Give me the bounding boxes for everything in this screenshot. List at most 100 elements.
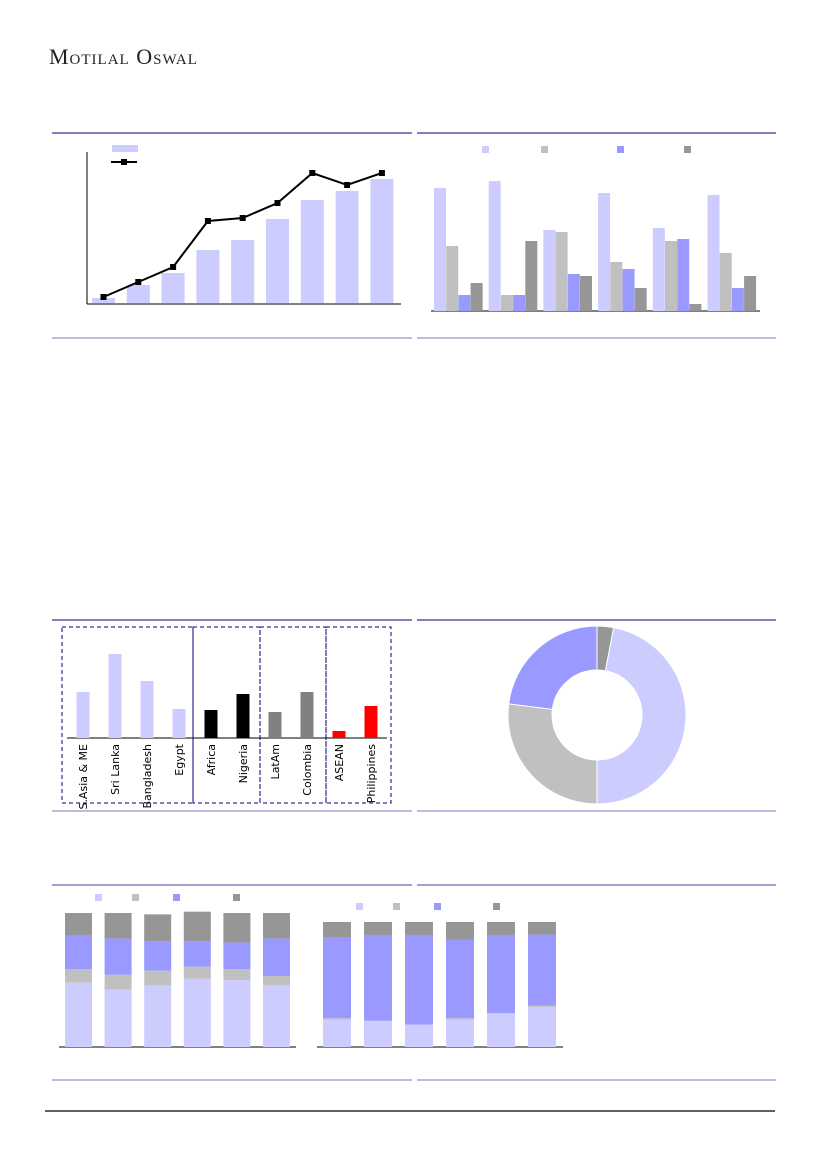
stacked-segment bbox=[487, 935, 515, 1014]
bar bbox=[140, 681, 154, 738]
stacked-segment bbox=[104, 913, 132, 939]
stacked-segment bbox=[144, 985, 172, 1047]
category-label: Bangladesh bbox=[141, 744, 154, 809]
stacked-segment bbox=[263, 975, 290, 986]
bar bbox=[231, 240, 255, 303]
stacked-segment bbox=[487, 1013, 515, 1047]
stacked-segment bbox=[223, 942, 251, 970]
bar bbox=[652, 228, 665, 311]
bar bbox=[268, 712, 282, 738]
stacked-segment bbox=[446, 1019, 474, 1047]
stacked-segment bbox=[144, 941, 172, 971]
bar bbox=[543, 230, 556, 311]
stacked-segment bbox=[104, 989, 132, 1047]
bar bbox=[446, 246, 459, 311]
category-label: Egypt bbox=[173, 743, 186, 775]
legend-swatch bbox=[493, 903, 500, 910]
bar bbox=[677, 239, 690, 311]
bar bbox=[108, 654, 122, 738]
stacked-segment bbox=[183, 911, 211, 942]
bar bbox=[172, 709, 186, 738]
donut-slice bbox=[507, 703, 598, 805]
stacked-segment bbox=[223, 980, 251, 1047]
stacked-segment bbox=[323, 1019, 351, 1047]
bar bbox=[744, 276, 757, 311]
stacked-segment bbox=[65, 935, 92, 970]
bar bbox=[126, 285, 150, 303]
stacked-segment bbox=[65, 982, 92, 1047]
legend-swatch bbox=[434, 903, 441, 910]
legend-swatch bbox=[233, 894, 240, 901]
bar bbox=[458, 295, 471, 311]
bar bbox=[622, 269, 635, 311]
line-marker bbox=[204, 218, 211, 224]
category-label: Colombia bbox=[301, 744, 314, 796]
stacked-segment bbox=[263, 913, 290, 939]
bar bbox=[161, 273, 185, 303]
stacked-segment bbox=[223, 913, 251, 943]
category-label: Sri Lanka bbox=[109, 744, 122, 795]
category-label: S.Asia & ME bbox=[77, 744, 90, 810]
line-marker bbox=[100, 294, 107, 300]
line-marker bbox=[135, 279, 142, 285]
stacked-segment bbox=[528, 922, 556, 935]
bar bbox=[719, 253, 732, 311]
bar bbox=[266, 219, 289, 303]
stacked-segment bbox=[528, 1005, 556, 1007]
stacked-segment bbox=[65, 913, 92, 936]
bar bbox=[204, 710, 218, 738]
bar bbox=[300, 692, 314, 738]
bar bbox=[598, 193, 611, 311]
bar bbox=[488, 181, 501, 311]
bar bbox=[610, 262, 623, 311]
bar bbox=[567, 274, 580, 311]
legend-swatch bbox=[482, 146, 489, 153]
legend-swatch bbox=[393, 903, 400, 910]
bar bbox=[335, 191, 359, 303]
stacked-segment bbox=[144, 970, 172, 986]
legend-swatch bbox=[132, 894, 139, 901]
stacked-segment bbox=[183, 978, 211, 1047]
stacked-segment bbox=[446, 939, 474, 1019]
stacked-segment bbox=[263, 985, 290, 1047]
category-label: Nigeria bbox=[237, 744, 250, 783]
company-logo: Motilal Oswal bbox=[49, 44, 198, 69]
legend-swatch bbox=[541, 146, 548, 153]
stacked-segment bbox=[183, 941, 211, 967]
legend-swatch bbox=[356, 903, 363, 910]
bar bbox=[731, 288, 744, 311]
stacked-segment bbox=[364, 1020, 392, 1047]
bar bbox=[370, 179, 394, 303]
stacked-segment bbox=[104, 938, 132, 975]
stacked-segment bbox=[446, 1018, 474, 1020]
bar bbox=[689, 304, 702, 311]
legend-swatch bbox=[684, 146, 691, 153]
line-marker bbox=[239, 215, 246, 221]
bar bbox=[300, 200, 324, 303]
donut-slice bbox=[596, 626, 687, 805]
stacked-segment bbox=[528, 934, 556, 1006]
stacked-segment bbox=[323, 1018, 351, 1020]
category-label: LatAm bbox=[269, 744, 282, 779]
legend-swatch bbox=[173, 894, 180, 901]
stacked-segment bbox=[405, 922, 433, 936]
stacked-segment bbox=[65, 969, 92, 983]
bar bbox=[76, 692, 90, 738]
stacked-segment bbox=[323, 922, 351, 937]
bar bbox=[634, 288, 647, 311]
bar bbox=[513, 295, 526, 311]
bar bbox=[196, 250, 220, 303]
stacked-segment bbox=[263, 938, 290, 976]
bar bbox=[500, 295, 513, 311]
bar bbox=[434, 188, 446, 311]
bar bbox=[525, 241, 538, 311]
legend-marker bbox=[121, 159, 127, 165]
stacked-segment bbox=[446, 922, 474, 940]
bar bbox=[236, 694, 250, 738]
stacked-segment bbox=[104, 974, 132, 990]
stacked-segment bbox=[528, 1007, 556, 1047]
bar bbox=[707, 195, 720, 311]
stacked-segment bbox=[323, 937, 351, 1019]
bar bbox=[92, 298, 115, 303]
legend-swatch bbox=[95, 894, 102, 901]
